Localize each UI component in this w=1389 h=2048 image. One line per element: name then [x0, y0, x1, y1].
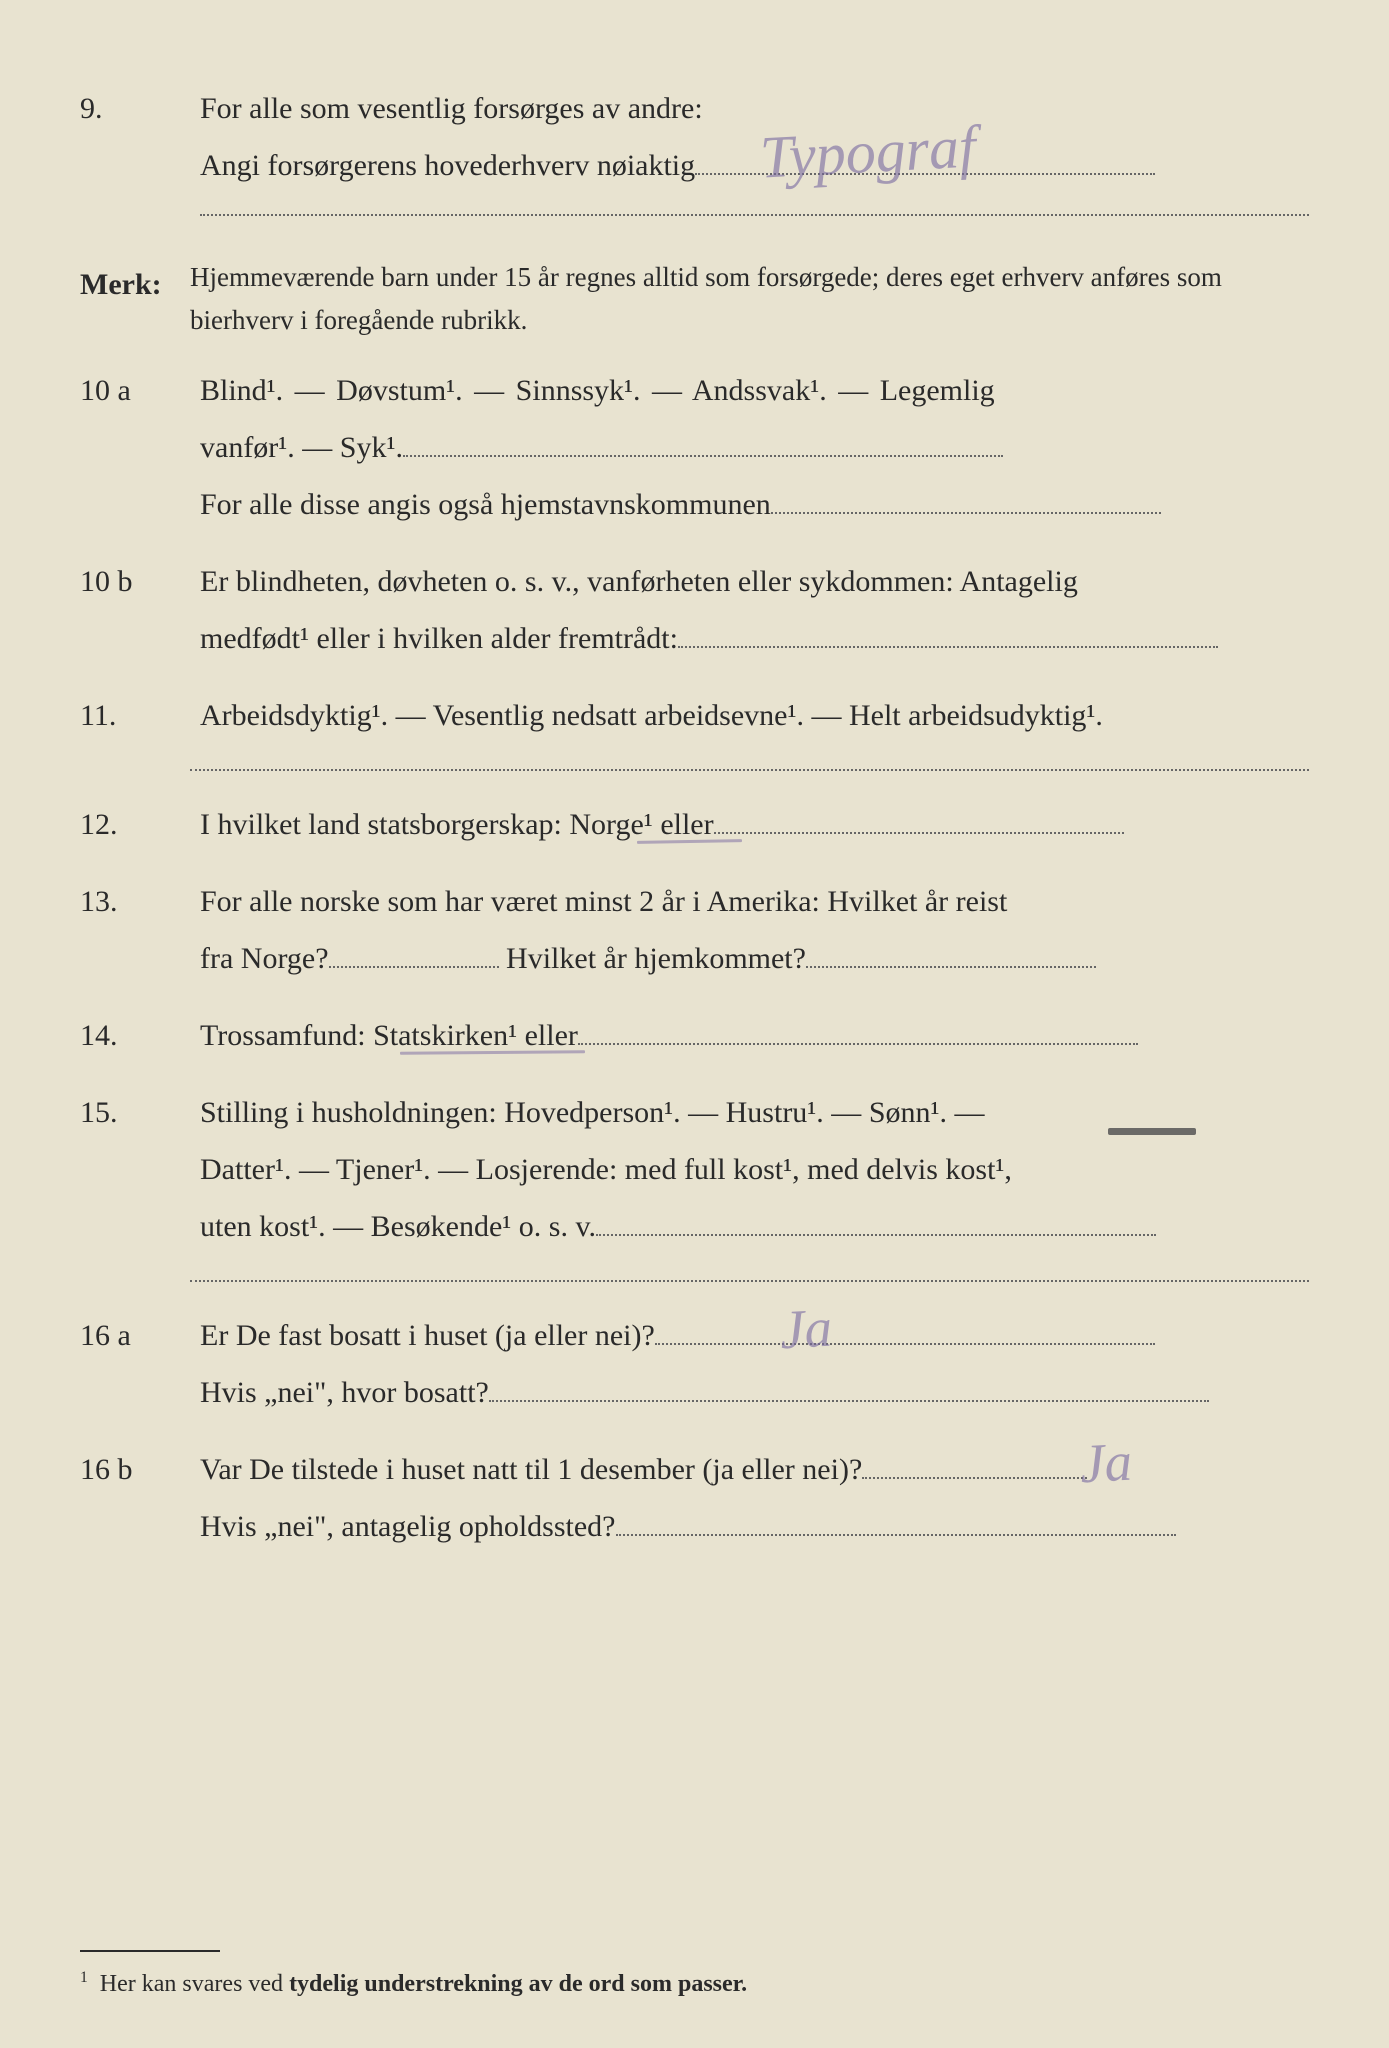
merk-label: Merk: [80, 256, 190, 342]
q15-line3-pre: uten kost¹. — Besøkende¹ o. s. v. [200, 1210, 596, 1243]
q9-handwritten-answer: Typograf [757, 89, 978, 214]
q15-content: Stilling i husholdningen: Hovedperson¹. … [200, 1084, 1309, 1255]
q16b-line1: Var De tilstede i huset natt til 1 desem… [200, 1441, 1309, 1498]
q10a-line3-pre: For alle disse angis også hjemstavnskomm… [200, 488, 771, 521]
census-form-page: 9. For alle som vesentlig forsørges av a… [0, 0, 1389, 2048]
q11-text: Arbeidsdyktig¹. — Vesentlig nedsatt arbe… [200, 687, 1309, 744]
q9-line2: Angi forsørgerens hovederhverv nøiaktig [200, 137, 1309, 194]
q16a-answer-line-1[interactable] [655, 1313, 1155, 1345]
q13-line1: For alle norske som har været minst 2 år… [200, 873, 1309, 930]
merk-text: Hjemmeværende barn under 15 år regnes al… [190, 256, 1309, 342]
merk-note: Merk: Hjemmeværende barn under 15 år reg… [80, 256, 1309, 342]
q9-number: 9. [80, 80, 200, 236]
footnote-area: 1 Her kan svares ved tydelig understrekn… [80, 1890, 1309, 2008]
q11-content: Arbeidsdyktig¹. — Vesentlig nedsatt arbe… [200, 687, 1309, 744]
q10b-number: 10 b [80, 553, 200, 667]
q10a-line2: vanfør¹. — Syk¹. [200, 419, 1309, 476]
q15-sonn-underline-mark [1108, 1128, 1196, 1135]
question-14: 14. Trossamfund: Statskirken¹ eller [80, 1007, 1309, 1064]
q16a-line2: Hvis „nei", hvor bosatt? [200, 1364, 1309, 1421]
q16a-line1-pre: Er De fast bosatt i huset (ja eller nei)… [200, 1319, 655, 1352]
q13-answer-line-1[interactable] [329, 936, 499, 968]
footnote-text: Her kan svares ved tydelig understreknin… [88, 1971, 747, 1997]
section-divider-1 [190, 769, 1309, 771]
q16b-line2-pre: Hvis „nei", antagelig opholdssted? [200, 1510, 616, 1543]
q14-underline-mark [400, 1051, 585, 1056]
q12-option-norge[interactable]: Norge¹ [569, 808, 652, 841]
question-16b: 16 b Var De tilstede i huset natt til 1 … [80, 1441, 1309, 1555]
q9-continuation-line [200, 214, 1309, 216]
q14-answer-line[interactable] [578, 1013, 1138, 1045]
q10a-content: Blind¹. — Døvstum¹. — Sinnssyk¹. — Andss… [200, 362, 1309, 533]
q10a-answer-line-2[interactable] [771, 482, 1161, 514]
q15-number: 15. [80, 1084, 200, 1255]
question-9: 9. For alle som vesentlig forsørges av a… [80, 80, 1309, 236]
q10a-line1: Blind¹. — Døvstum¹. — Sinnssyk¹. — Andss… [200, 362, 1309, 419]
q12-content: I hvilket land statsborgerskap: Norge¹ e… [200, 796, 1309, 853]
q13-line2b: Hvilket år hjemkommet? [499, 942, 806, 975]
footnote-rule [80, 1950, 220, 1952]
q16a-line2-pre: Hvis „nei", hvor bosatt? [200, 1376, 489, 1409]
q14-pre: Trossamfund: [200, 1019, 373, 1052]
question-10b: 10 b Er blindheten, døvheten o. s. v., v… [80, 553, 1309, 667]
q15-line2: Datter¹. — Tjener¹. — Losjerende: med fu… [200, 1141, 1309, 1198]
q16a-line1: Er De fast bosatt i huset (ja eller nei)… [200, 1307, 1309, 1364]
question-11: 11. Arbeidsdyktig¹. — Vesentlig nedsatt … [80, 687, 1309, 744]
q13-line2: fra Norge? Hvilket år hjemkommet? [200, 930, 1309, 987]
q12-answer-line[interactable] [714, 802, 1124, 834]
q15-line3: uten kost¹. — Besøkende¹ o. s. v. [200, 1198, 1309, 1255]
q14-content: Trossamfund: Statskirken¹ eller [200, 1007, 1309, 1064]
q14-post: eller [517, 1019, 578, 1052]
q9-line1: For alle som vesentlig forsørges av andr… [200, 80, 1309, 137]
section-divider-2 [190, 1280, 1309, 1282]
question-15: 15. Stilling i husholdningen: Hovedperso… [80, 1084, 1309, 1255]
question-13: 13. For alle norske som har været minst … [80, 873, 1309, 987]
q15-option-sonn[interactable]: Sønn¹. [869, 1096, 947, 1129]
q10b-content: Er blindheten, døvheten o. s. v., vanfør… [200, 553, 1309, 667]
q10b-line2-pre: medfødt¹ eller i hvilken alder fremtrådt… [200, 622, 678, 655]
q16a-number: 16 a [80, 1307, 200, 1421]
q16b-content: Var De tilstede i huset natt til 1 desem… [200, 1441, 1309, 1555]
q12-post: eller [653, 808, 714, 841]
q14-number: 14. [80, 1007, 200, 1064]
q10a-number: 10 a [80, 362, 200, 533]
q16b-number: 16 b [80, 1441, 200, 1555]
q15-answer-line[interactable] [596, 1204, 1156, 1236]
q13-line2a: fra Norge? [200, 942, 329, 975]
q10b-answer-line[interactable] [678, 616, 1218, 648]
q10b-line1: Er blindheten, døvheten o. s. v., vanfør… [200, 553, 1309, 610]
q15-line1a: Stilling i husholdningen: Hovedperson¹. … [200, 1096, 869, 1129]
q12-number: 12. [80, 796, 200, 853]
question-16a: 16 a Er De fast bosatt i huset (ja eller… [80, 1307, 1309, 1421]
q10a-line3: For alle disse angis også hjemstavnskomm… [200, 476, 1309, 533]
footnote-marker: 1 [80, 1969, 88, 1986]
q9-line2-label: Angi forsørgerens hovederhverv nøiaktig [200, 149, 695, 182]
q16a-content: Er De fast bosatt i huset (ja eller nei)… [200, 1307, 1309, 1421]
q16b-line2: Hvis „nei", antagelig opholdssted? [200, 1498, 1309, 1555]
q16b-line1-pre: Var De tilstede i huset natt til 1 desem… [200, 1453, 862, 1486]
q13-content: For alle norske som har været minst 2 år… [200, 873, 1309, 987]
q13-answer-line-2[interactable] [806, 936, 1096, 968]
q12-pre: I hvilket land statsborgerskap: [200, 808, 569, 841]
q12-underline-mark [637, 839, 742, 844]
q15-line1b: — [947, 1096, 985, 1129]
question-12: 12. I hvilket land statsborgerskap: Norg… [80, 796, 1309, 853]
q9-content: For alle som vesentlig forsørges av andr… [200, 80, 1309, 236]
q10a-line2-pre: vanfør¹. — Syk¹. [200, 431, 403, 464]
q13-number: 13. [80, 873, 200, 987]
footnote: 1 Her kan svares ved tydelig understrekn… [80, 1962, 1309, 2008]
q16a-answer-line-2[interactable] [489, 1370, 1209, 1402]
q16b-handwritten-answer: Ja [1077, 1410, 1134, 1517]
q11-number: 11. [80, 687, 200, 744]
q16a-handwritten-answer: Ja [777, 1276, 834, 1383]
q10b-line2: medfødt¹ eller i hvilken alder fremtrådt… [200, 610, 1309, 667]
q10a-answer-line-1[interactable] [403, 425, 1003, 457]
question-10a: 10 a Blind¹. — Døvstum¹. — Sinnssyk¹. — … [80, 362, 1309, 533]
q14-option-statskirken[interactable]: Statskirken¹ [373, 1019, 517, 1052]
q16b-answer-line-1[interactable] [862, 1447, 1087, 1479]
